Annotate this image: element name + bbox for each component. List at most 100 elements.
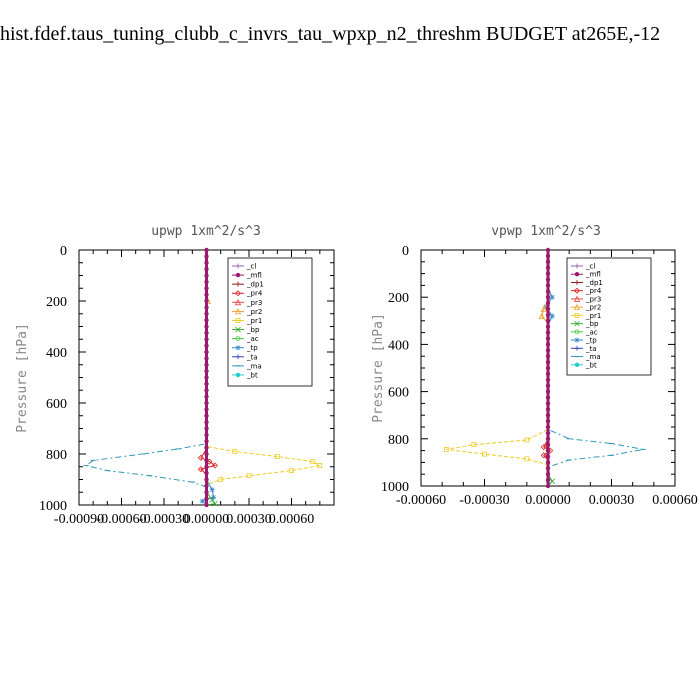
left-chart-panel: 0 200 400 600 800 1000-0.00090-0.00060-0.0003… xyxy=(39,244,335,527)
data-point_mfl xyxy=(545,324,551,329)
data-point_mfl xyxy=(545,365,551,371)
legend-box xyxy=(227,257,313,387)
data-point_pr1 xyxy=(274,454,280,459)
data-point_tp xyxy=(549,294,555,300)
y-tick-label: 1000 xyxy=(39,499,67,514)
legend-label: _dp1 xyxy=(246,281,264,289)
data-point_mfl xyxy=(204,311,209,316)
legend-label: _cl xyxy=(246,263,256,271)
y-tick-label: 800 xyxy=(46,448,67,463)
data-point_mfl xyxy=(545,306,551,312)
data-point_mfl xyxy=(204,400,209,406)
data-point_mfl xyxy=(545,377,551,382)
legend-label: _pr3 xyxy=(246,299,262,307)
data-point_mfl xyxy=(204,279,209,285)
legend-marker xyxy=(574,263,580,269)
data-point_pr1 xyxy=(232,449,238,454)
legend-label: _bp xyxy=(585,320,599,328)
data-point_mfl xyxy=(204,273,209,278)
legend-label: _bp xyxy=(246,326,260,334)
legend-label: _dp1 xyxy=(585,279,603,287)
data-point_pr1 xyxy=(246,473,252,479)
series-line_ma xyxy=(84,250,207,505)
data-point_bp xyxy=(212,500,218,507)
data-point_mfl xyxy=(204,388,209,393)
legend-label: _bt xyxy=(246,371,258,379)
data-point_pr4 xyxy=(540,452,547,459)
x-tick-label: 0.00030 xyxy=(226,512,272,527)
x-tick-label: -0.00060 xyxy=(396,493,446,508)
legend-marker xyxy=(235,336,241,342)
legend-marker xyxy=(574,362,580,367)
legend-label: _ta xyxy=(585,345,597,353)
legend-label: _ac xyxy=(246,335,259,343)
data-point_pr4 xyxy=(540,443,547,451)
data-point_mfl xyxy=(204,343,209,348)
data-point_mfl xyxy=(204,349,209,355)
data-point_pr1 xyxy=(218,477,224,482)
data-point_mfl xyxy=(204,432,209,438)
data-point_mfl xyxy=(204,266,209,272)
data-point_mfl xyxy=(204,292,209,297)
data-point_mfl xyxy=(204,439,209,444)
legend-label: _pr1 xyxy=(585,312,601,320)
data-point_mfl xyxy=(204,477,209,482)
legend-marker xyxy=(573,303,581,311)
data-point_mfl xyxy=(204,305,209,310)
data-point_mfl xyxy=(545,418,551,424)
right-panel-title: vpwp 1xm^2/s^3 xyxy=(491,224,601,239)
data-point_mfl xyxy=(545,395,551,400)
data-point_mfl xyxy=(204,413,209,418)
data-point_mfl xyxy=(204,247,209,253)
data-point_mfl xyxy=(204,502,209,508)
data-point_pr4 xyxy=(211,462,219,469)
data-point_mfl xyxy=(545,389,551,394)
data-point_tp xyxy=(549,313,555,319)
legend: _cl_mfl_dp1_pr4_pr3_pr2_pr1_bp_ac_tp_ta_… xyxy=(566,257,652,376)
legend-marker xyxy=(574,272,580,277)
x-tick-label: -0.00060 xyxy=(96,512,146,527)
legend-marker xyxy=(234,290,242,297)
data-point_mfl xyxy=(204,356,209,361)
data-point_tp xyxy=(211,494,217,500)
data-point_mfl xyxy=(545,359,551,365)
data-point_mfl xyxy=(204,337,209,342)
data-point_mfl xyxy=(204,324,209,329)
data-point_mfl xyxy=(545,383,551,388)
legend-label: _ma xyxy=(246,362,262,370)
y-tick-label: 0 xyxy=(402,244,409,259)
data-point_mfl xyxy=(204,451,209,457)
data-point_mfl xyxy=(545,448,551,453)
series-line_pr1 xyxy=(446,250,549,486)
y-tick-label: 1000 xyxy=(381,480,409,495)
data-point_pr2 xyxy=(538,312,545,319)
legend-label: _pr4 xyxy=(585,287,602,295)
data-point_pr1 xyxy=(524,437,530,443)
data-point_bp xyxy=(549,478,556,485)
y-tick-label: 200 xyxy=(388,291,409,306)
y-tick-label: 400 xyxy=(388,338,409,353)
legend-label: _tp xyxy=(246,344,258,352)
data-point_mfl xyxy=(204,286,209,291)
y-tick-label: 600 xyxy=(388,386,409,401)
data-point_mfl xyxy=(204,375,209,380)
legend-label: _pr4 xyxy=(246,290,263,298)
data-point_mfl xyxy=(204,445,209,450)
legend-marker xyxy=(573,287,581,294)
data-point_mfl xyxy=(545,277,551,282)
right-y-axis-label: Pressure [hPa] xyxy=(371,313,386,423)
legend-marker xyxy=(235,326,241,333)
data-point_mfl xyxy=(204,464,209,469)
data-point_mfl xyxy=(545,371,551,377)
legend-marker xyxy=(234,298,242,306)
series-line_ma xyxy=(547,250,644,486)
legend: _cl_mfl_dp1_pr4_pr3_pr2_pr1_bp_ac_tp_ta_… xyxy=(227,257,313,387)
data-point_mfl xyxy=(545,407,551,412)
legend-marker xyxy=(574,312,580,318)
data-point_mfl xyxy=(545,289,551,294)
data-point_mfl xyxy=(545,271,551,276)
data-point_mfl xyxy=(545,295,551,300)
legend-label: _mfl xyxy=(246,272,262,280)
data-point_mfl xyxy=(204,330,209,336)
